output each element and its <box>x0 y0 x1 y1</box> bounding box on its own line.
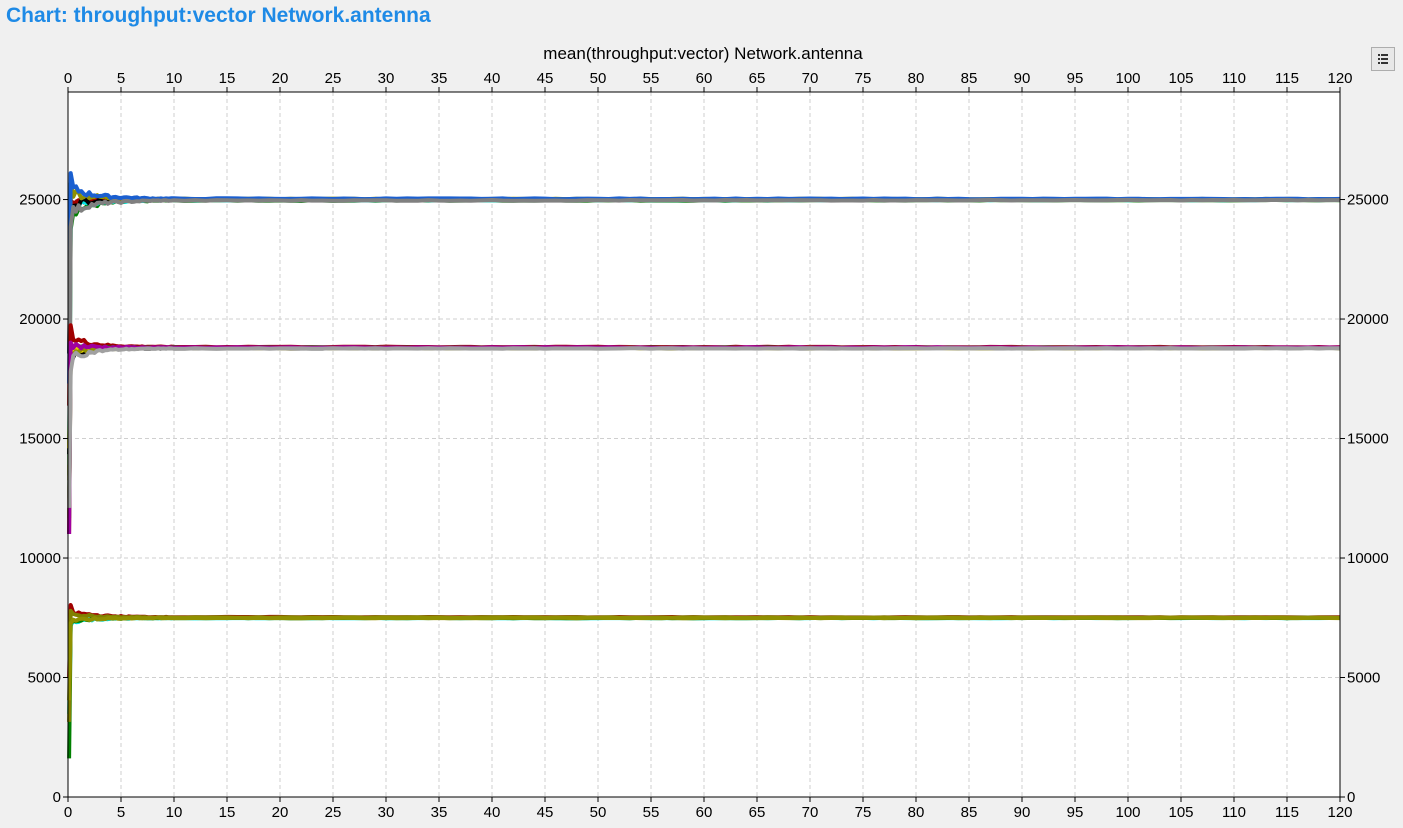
x-tick-label-bottom: 5 <box>117 804 125 821</box>
x-tick-label-top: 30 <box>378 70 395 87</box>
y-tick-label-left: 5000 <box>28 670 61 687</box>
y-tick-label-right: 25000 <box>1347 192 1389 209</box>
x-tick-label-top: 45 <box>537 70 554 87</box>
x-tick-label-bottom: 30 <box>378 804 395 821</box>
data-series <box>67 171 1341 759</box>
plot-frame <box>67 91 1341 798</box>
x-tick-label-top: 90 <box>1014 70 1031 87</box>
x-tick-label-top: 85 <box>961 70 978 87</box>
y-tick-label-left: 15000 <box>19 431 61 448</box>
x-tick-label-top: 95 <box>1067 70 1084 87</box>
x-tick-label-bottom: 45 <box>537 804 554 821</box>
x-tick-label-bottom: 10 <box>166 804 183 821</box>
x-tick-label-bottom: 35 <box>431 804 448 821</box>
x-tick-label-top: 110 <box>1222 70 1246 87</box>
x-tick-label-bottom: 95 <box>1067 804 1084 821</box>
x-tick-label-top: 5 <box>117 70 125 87</box>
x-tick-label-top: 105 <box>1168 70 1193 87</box>
x-tick-label-bottom: 120 <box>1327 804 1352 821</box>
x-tick-label-top: 80 <box>908 70 925 87</box>
y-tick-label-left: 0 <box>53 789 61 806</box>
x-tick-label-top: 15 <box>219 70 236 87</box>
x-tick-label-top: 25 <box>325 70 342 87</box>
x-tick-label-bottom: 40 <box>484 804 501 821</box>
series-line <box>67 346 1341 508</box>
y-tick-label-left: 20000 <box>19 311 61 328</box>
x-tick-label-top: 55 <box>643 70 660 87</box>
x-tick-label-bottom: 100 <box>1115 804 1140 821</box>
chart-title: mean(throughput:vector) Network.antenna <box>543 44 863 63</box>
x-tick-label-bottom: 110 <box>1222 804 1246 821</box>
x-tick-label-top: 75 <box>855 70 872 87</box>
list-icon <box>1378 54 1388 64</box>
x-tick-label-bottom: 115 <box>1275 804 1299 821</box>
x-tick-label-bottom: 60 <box>696 804 713 821</box>
x-tick-label-bottom: 105 <box>1168 804 1193 821</box>
x-tick-label-bottom: 50 <box>590 804 607 821</box>
axes: 0055101015152020252530303535404045455050… <box>19 70 1388 821</box>
x-tick-label-bottom: 15 <box>219 804 236 821</box>
x-tick-label-bottom: 85 <box>961 804 978 821</box>
x-tick-label-top: 70 <box>802 70 819 87</box>
x-tick-label-top: 120 <box>1327 70 1352 87</box>
x-tick-label-top: 10 <box>166 70 183 87</box>
y-tick-label-left: 25000 <box>19 192 61 209</box>
x-tick-label-top: 115 <box>1275 70 1299 87</box>
page-title: Chart: throughput:vector Network.antenna <box>6 4 431 27</box>
series-line <box>67 197 1341 499</box>
x-tick-label-top: 65 <box>749 70 766 87</box>
y-tick-label-left: 10000 <box>19 550 61 567</box>
x-tick-label-top: 40 <box>484 70 501 87</box>
y-tick-label-right: 20000 <box>1347 311 1389 328</box>
x-tick-label-top: 35 <box>431 70 448 87</box>
x-tick-label-top: 0 <box>64 70 72 87</box>
x-tick-label-bottom: 55 <box>643 804 660 821</box>
x-tick-label-bottom: 75 <box>855 804 872 821</box>
x-tick-label-bottom: 20 <box>272 804 289 821</box>
x-tick-label-bottom: 0 <box>64 804 72 821</box>
y-tick-label-right: 15000 <box>1347 431 1389 448</box>
x-tick-label-bottom: 25 <box>325 804 342 821</box>
x-tick-label-bottom: 90 <box>1014 804 1031 821</box>
x-tick-label-bottom: 70 <box>802 804 819 821</box>
series-line <box>67 615 1341 701</box>
x-tick-label-top: 50 <box>590 70 607 87</box>
x-tick-label-top: 100 <box>1115 70 1140 87</box>
y-tick-label-right: 10000 <box>1347 550 1389 567</box>
legend-toggle-button[interactable] <box>1371 47 1395 71</box>
y-tick-label-right: 5000 <box>1347 670 1380 687</box>
x-tick-label-top: 20 <box>272 70 289 87</box>
y-tick-label-right: 0 <box>1347 789 1355 806</box>
x-tick-label-bottom: 65 <box>749 804 766 821</box>
x-tick-label-bottom: 80 <box>908 804 925 821</box>
x-tick-label-top: 60 <box>696 70 713 87</box>
